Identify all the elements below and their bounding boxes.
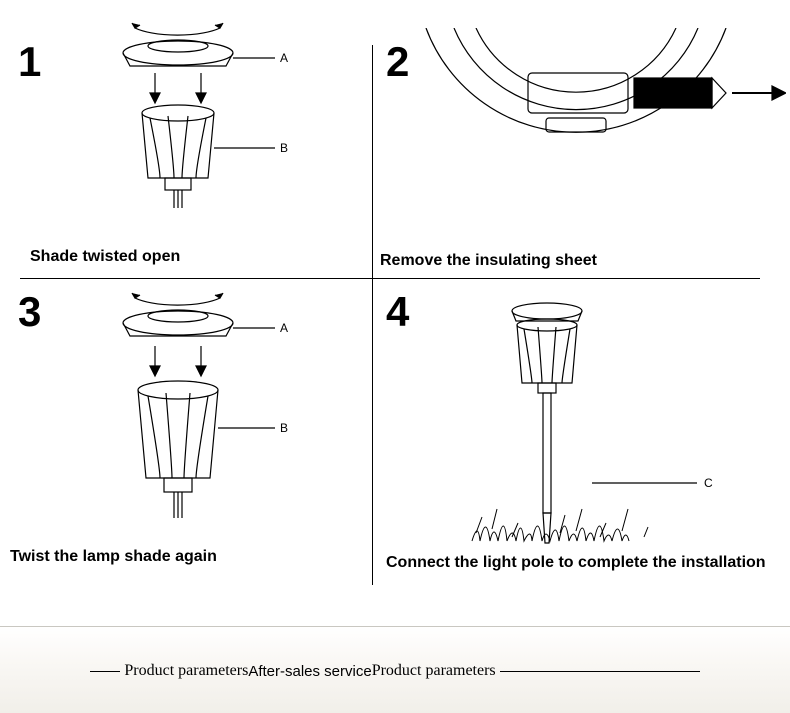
label-a: A [280,51,288,65]
footer-rule-left-outer [90,671,120,672]
step-3-panel: 3 A B [0,278,372,588]
step-2-number: 2 [386,38,409,86]
step-4-caption: Connect the light pole to complete the i… [386,554,766,572]
step-2-caption: Remove the insulating sheet [380,252,597,270]
step-3-caption: Twist the lamp shade again [10,548,217,566]
footer-center-label: After-sales service [248,663,371,680]
instruction-grid: 1 A [0,0,790,610]
step-3-drawing: A B [90,278,310,538]
label-a: A [280,321,288,335]
step-2-panel: 2 Remove the insulating sheet [372,0,790,278]
step-1-number: 1 [18,38,41,86]
footer-top-border [0,626,790,627]
step-4-panel: 4 C [372,278,790,588]
step-1-panel: 1 A [0,0,372,278]
step-2-drawing [416,28,786,228]
step-4-drawing: C [452,293,772,553]
step-3-number: 3 [18,288,41,336]
footer-script-right: Product parameters [372,662,496,680]
step-4-number: 4 [386,288,409,336]
footer: Product parameters After-sales service P… [0,626,790,713]
footer-rule-right-outer [500,671,700,672]
label-c: C [704,476,713,490]
footer-label-row: Product parameters After-sales service P… [0,656,790,686]
label-b: B [280,421,288,435]
label-b: B [280,141,288,155]
footer-script-left: Product parameters [124,662,248,680]
step-1-caption: Shade twisted open [30,248,180,266]
step-1-drawing: A B [90,18,310,228]
